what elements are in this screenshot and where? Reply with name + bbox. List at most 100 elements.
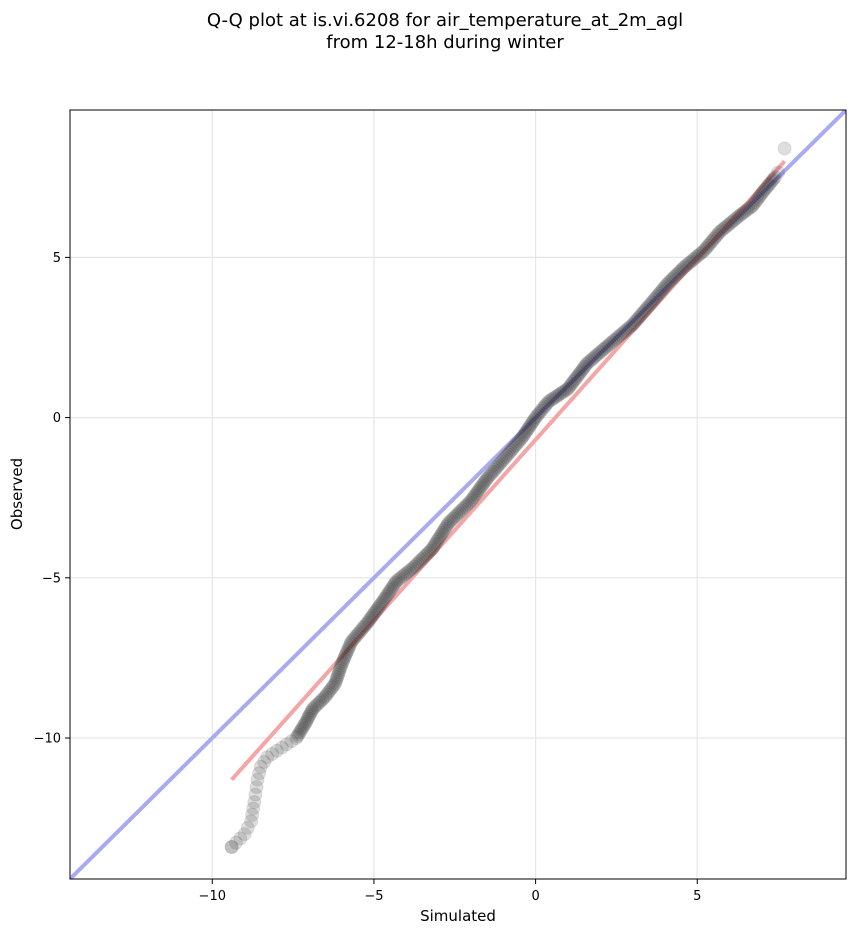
qq-point-143 (442, 514, 457, 529)
qq-point-352 (763, 175, 778, 190)
qq-point-139 (437, 521, 452, 536)
qq-point-178 (493, 456, 508, 470)
qq-point-33 (301, 709, 316, 724)
y-tick-label-3: 5 (53, 251, 61, 266)
qq-point-32 (300, 711, 315, 726)
qq-point-347 (756, 184, 771, 199)
qq-point-271 (634, 307, 649, 322)
qq-point-192 (514, 431, 529, 446)
qq-point-75 (348, 629, 363, 644)
qq-point-22 (290, 729, 305, 744)
qq-point-247 (594, 344, 609, 359)
qq-point-333 (734, 207, 748, 222)
qq-point-92 (371, 600, 386, 614)
qq-point-149 (452, 505, 467, 519)
qq-point-212 (540, 396, 554, 411)
qq-point-228 (566, 374, 580, 389)
qq-point-130 (427, 538, 442, 553)
qq-point-272 (636, 305, 650, 320)
qq-point-29 (298, 716, 312, 731)
qq-point-224 (561, 381, 575, 396)
qq-point-234 (574, 364, 588, 379)
qq-point-177 (492, 457, 506, 472)
qq-point-164 (473, 480, 488, 495)
qq-point-348 (757, 182, 772, 197)
chart-title-line2: from 12-18h during winter (326, 32, 564, 53)
qq-point-53 (328, 674, 343, 689)
qq-point-187 (506, 440, 521, 455)
qq-point-114 (402, 564, 417, 578)
qq-point-227 (564, 376, 579, 391)
qq-point-346 (755, 186, 769, 201)
qq-point-238 (579, 357, 593, 372)
qq-point-57 (331, 666, 346, 680)
qq-point-270 (633, 309, 647, 324)
qq-point-96 (376, 593, 391, 608)
qq-point-278 (645, 295, 659, 310)
y-tick-label-0: −10 (34, 732, 61, 747)
qq-point-54 (329, 672, 344, 687)
qq-point-16 (265, 747, 280, 761)
qq-point-120 (412, 554, 427, 569)
qq-point-10 (249, 780, 264, 794)
qq-point-254 (606, 333, 621, 348)
qq-point-131 (428, 536, 443, 551)
qq-point-301 (681, 257, 695, 272)
qq-point-138 (436, 523, 451, 538)
qq-point-264 (624, 319, 638, 334)
qq-point-63 (336, 653, 351, 668)
qq-point-327 (723, 216, 738, 230)
qq-point-133 (430, 532, 445, 547)
qq-point-84 (361, 614, 376, 628)
qq-point-207 (533, 405, 547, 420)
qq-point-146 (447, 510, 462, 524)
qq-point-292 (666, 271, 680, 286)
qq-point-288 (659, 277, 674, 292)
qq-point-277 (643, 297, 658, 311)
qq-point-295 (671, 266, 685, 281)
qq-point-306 (689, 249, 704, 264)
qq-point-113 (400, 565, 415, 580)
qq-point-60 (333, 659, 348, 674)
qq-point-142 (441, 516, 456, 531)
qq-point-81 (357, 619, 372, 634)
qq-point-282 (651, 288, 665, 303)
qq-point-354 (766, 172, 781, 187)
qq-point-78 (353, 624, 368, 639)
qq-point-137 (435, 525, 450, 540)
qq-point-82 (359, 617, 373, 632)
qq-point-118 (409, 558, 423, 572)
qq-point-87 (365, 608, 380, 623)
qq-point-51 (326, 678, 341, 693)
qq-point-6 (245, 808, 260, 822)
qq-point-23 (291, 727, 306, 742)
qq-point-107 (389, 574, 404, 588)
qq-point-65 (338, 649, 353, 664)
qq-point-184 (502, 445, 517, 460)
qq-point-236 (576, 361, 591, 376)
qq-point-115 (403, 562, 418, 577)
qq-point-285 (655, 283, 670, 297)
qq-point-214 (543, 393, 558, 408)
qq-point-67 (339, 645, 354, 659)
qq-point-289 (661, 276, 676, 290)
qq-point-219 (552, 387, 566, 402)
qq-point-129 (426, 540, 441, 554)
qq-point-318 (708, 230, 723, 244)
qq-point-77 (351, 626, 366, 641)
qq-point-211 (538, 398, 553, 413)
reference-lines (70, 110, 846, 879)
qq-point-117 (407, 559, 422, 574)
qq-point-280 (648, 291, 662, 306)
qq-point-250 (599, 339, 614, 354)
qq-point-83 (360, 615, 375, 630)
qq-point-199 (522, 419, 537, 434)
qq-point-1 (229, 835, 243, 850)
qq-point-245 (590, 347, 605, 362)
chart-title-line1: Q-Q plot at is.vi.6208 for air_temperatu… (207, 10, 683, 31)
qq-point-188 (508, 438, 523, 453)
qq-point-269 (631, 310, 646, 325)
qq-point-101 (382, 584, 397, 599)
qq-point-246 (592, 345, 607, 360)
qq-point-12 (252, 766, 267, 781)
